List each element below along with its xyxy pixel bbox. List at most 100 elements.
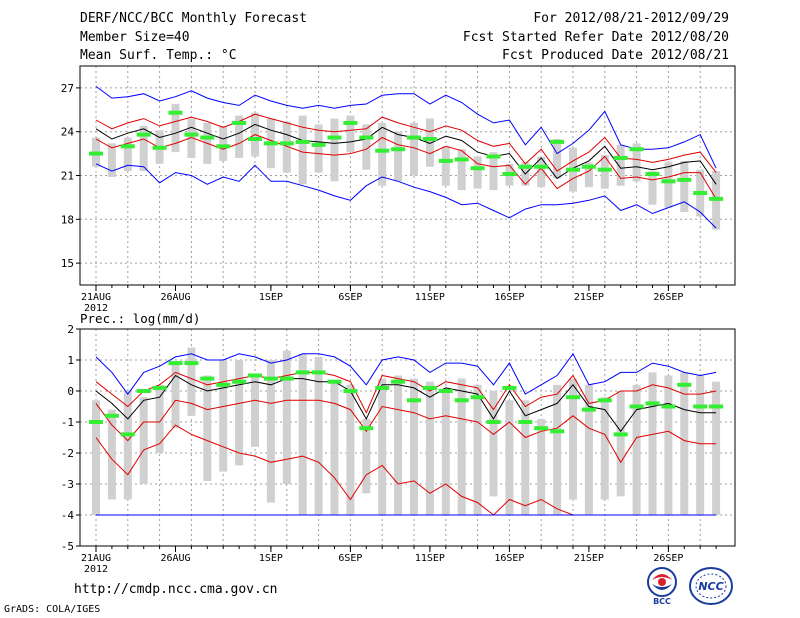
- observed-bar: [629, 147, 644, 152]
- observed-bar: [152, 385, 167, 390]
- spread-box: [410, 378, 418, 515]
- y-tick-label: 1: [67, 354, 74, 367]
- observed-bar: [375, 148, 390, 153]
- observed-bar: [232, 379, 247, 384]
- lower-line: [95, 399, 717, 464]
- spread-box: [680, 372, 689, 515]
- spread-box: [521, 400, 530, 515]
- x-tick-label: 16SEP: [494, 553, 524, 564]
- x-tick-label: 26SEP: [653, 292, 683, 303]
- spread-box: [632, 143, 641, 182]
- spread-box: [92, 400, 100, 515]
- spread-box: [219, 360, 228, 472]
- observed-bar: [438, 389, 453, 393]
- spread-box: [457, 378, 466, 515]
- observed-bar: [359, 135, 374, 140]
- mean-line: [95, 123, 717, 185]
- spread-box: [584, 384, 593, 515]
- precipitation-panel: -5 -4 -3 -2 -1 0 1 2 21AUG 26AUG 1SEP 6SEP 11SEP 16SE…: [61, 311, 736, 575]
- spread-box: [282, 121, 291, 173]
- observed-bar: [89, 151, 103, 156]
- x-tick-label: 1SEP: [259, 553, 283, 564]
- observed-bar: [422, 385, 437, 390]
- observed-bar: [597, 398, 612, 403]
- spread-box: [696, 375, 705, 515]
- spread-box: [616, 391, 625, 497]
- observed-bar: [502, 385, 517, 390]
- observed-bar: [295, 139, 310, 144]
- spread-box: [425, 381, 434, 515]
- observed-bar: [454, 157, 469, 162]
- spread-box: [123, 391, 132, 500]
- spread-box: [155, 384, 164, 453]
- observed-bar: [709, 404, 724, 409]
- observed-bar: [613, 432, 628, 437]
- spread-box: [394, 131, 403, 182]
- spread-box: [632, 384, 641, 515]
- observed-bar: [534, 164, 549, 169]
- y-tick-label: -4: [61, 509, 75, 522]
- spread-box: [664, 375, 673, 515]
- observed-bar: [645, 401, 660, 406]
- observed-bar: [248, 137, 262, 141]
- x-tick-label: 6SEP: [338, 292, 362, 303]
- spread-box: [457, 149, 466, 191]
- y-tick-label: 21: [61, 170, 74, 183]
- spread-box: [584, 162, 593, 188]
- observed-bar: [550, 429, 565, 434]
- spread-box: [235, 115, 244, 158]
- observed-bar: [518, 420, 533, 424]
- observed-bar: [136, 389, 151, 393]
- observed-bar: [279, 376, 294, 381]
- max-line: [95, 352, 717, 395]
- source-url[interactable]: http://cmdp.ncc.cma.gov.cn: [74, 582, 278, 597]
- observed-bar: [120, 144, 135, 149]
- bcc-logo: BCC: [647, 567, 677, 606]
- year-label: 2012: [84, 303, 108, 314]
- spread-box: [219, 125, 228, 161]
- observed-bar: [422, 137, 437, 141]
- min-line: [95, 163, 717, 229]
- spread-box: [648, 372, 657, 515]
- variable-label: Mean Surf. Temp.: °C: [80, 48, 237, 63]
- spread-box: [489, 152, 498, 191]
- spread-box: [330, 381, 339, 515]
- observed-bar: [502, 172, 517, 177]
- ncc-logo-text: NCC: [698, 580, 723, 593]
- observed-bar: [200, 376, 215, 381]
- y-tick-label: 18: [61, 213, 74, 226]
- spread-box: [171, 103, 180, 153]
- observed-bar: [407, 398, 421, 403]
- y-tick-label: 27: [61, 82, 74, 95]
- observed-bar: [581, 407, 596, 412]
- observed-bar: [216, 382, 231, 387]
- temperature-panel: 15 18 21 24 27 21AUG 26AUG 1SEP 6SEP 11SEP 16SEP 21…: [61, 65, 736, 314]
- observed-bar: [470, 395, 485, 400]
- observed-bar: [343, 120, 358, 125]
- mean-line: [95, 374, 717, 433]
- ncc-logo: NCC: [689, 567, 733, 605]
- observed-bar: [200, 135, 215, 140]
- plot-frame: [79, 328, 736, 547]
- x-tick-label: 26AUG: [160, 292, 190, 303]
- spread-box: [266, 360, 275, 503]
- spread-box: [346, 384, 355, 515]
- spread-box: [139, 125, 148, 172]
- lower-line: [95, 134, 717, 200]
- spread-box: [171, 363, 180, 429]
- observed-bar: [263, 141, 278, 146]
- spread-box: [235, 360, 244, 466]
- observed-bar: [629, 404, 644, 409]
- observed-bar: [311, 370, 326, 375]
- observed-bar: [470, 166, 485, 171]
- observed-bar: [438, 158, 453, 163]
- spread-box: [489, 391, 498, 497]
- forecast-period: For 2012/08/21-2012/09/29: [533, 11, 729, 26]
- observed-bar: [327, 379, 342, 384]
- spread-box: [378, 122, 387, 186]
- spread-box: [330, 118, 339, 182]
- observed-bar: [566, 167, 580, 172]
- x-tick-label: 11SEP: [415, 292, 445, 303]
- observed-bar: [104, 413, 119, 418]
